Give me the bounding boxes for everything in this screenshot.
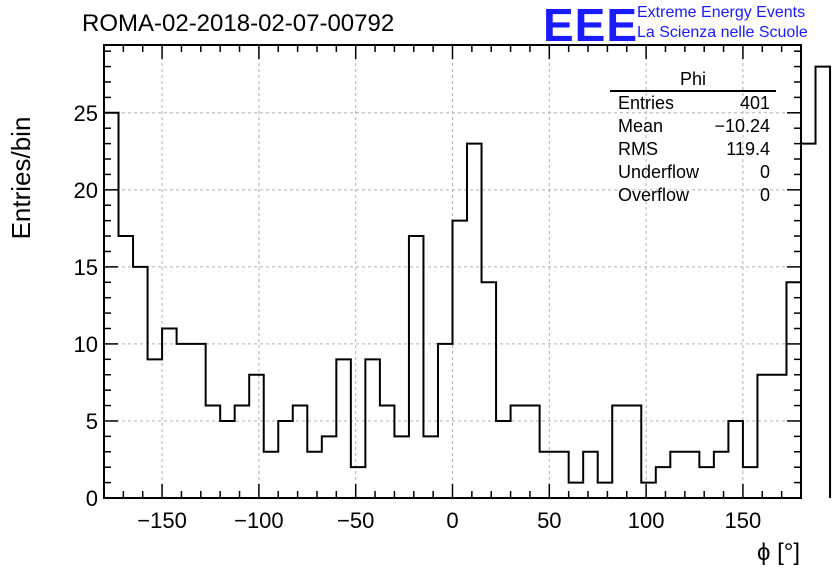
stats-value: 0 [759, 162, 770, 182]
stats-label: Entries [618, 93, 675, 113]
y-tick-label: 15 [74, 255, 98, 280]
chart-title: ROMA-02-2018-02-07-00792 [82, 10, 395, 37]
histogram-bin [351, 467, 366, 498]
y-tick-label: 10 [74, 332, 98, 357]
stats-title: Phi [610, 68, 776, 92]
histogram-bin [482, 282, 497, 498]
histogram-bin [656, 467, 671, 498]
y-axis-label: Entries/bin [6, 117, 36, 240]
histogram-bin [583, 452, 598, 498]
histogram-bin [394, 436, 409, 498]
logo-line-2: La Scienza nelle Scuole [637, 24, 808, 41]
histogram-bin [235, 406, 250, 498]
y-tick-label: 0 [86, 486, 98, 511]
histogram-bin [148, 359, 163, 498]
x-tick-label: 50 [537, 508, 561, 533]
stats-box: Phi Entries 401 Mean −10.24 RMS 119.4 Un… [610, 68, 776, 207]
histogram-bin [728, 421, 743, 498]
histogram-bin [278, 421, 293, 498]
stats-value: 401 [739, 93, 770, 113]
histogram-bin [670, 452, 685, 498]
stats-label: RMS [618, 139, 658, 159]
histogram-bin [554, 452, 569, 498]
x-axis: −150 −100 −50 0 50 100 150 [103, 45, 802, 533]
histogram-bin [612, 406, 627, 498]
histogram-bin [496, 421, 511, 498]
histogram-bin [699, 467, 714, 498]
stats-value: −10.24 [714, 116, 770, 136]
histogram-bin [423, 436, 438, 498]
histogram-bin [104, 113, 119, 498]
histogram-bin [191, 344, 206, 498]
logo-line-1: Extreme Energy Events [637, 4, 806, 21]
histogram-bin [206, 406, 221, 498]
x-tick-label: −50 [337, 508, 374, 533]
histogram-bin [220, 421, 235, 498]
histogram-bin [467, 144, 482, 498]
histogram-bin [627, 406, 642, 498]
stats-row-overflow: Overflow 0 [610, 184, 776, 207]
y-tick-label: 20 [74, 178, 98, 203]
stats-label: Overflow [618, 185, 690, 205]
histogram-series [103, 65, 832, 498]
histogram-bin [714, 452, 729, 498]
histogram-bin [409, 236, 424, 498]
histogram-bin [453, 221, 468, 498]
histogram-bin [801, 144, 816, 498]
histogram-bin [511, 406, 526, 498]
y-axis: 0 5 10 15 20 25 [74, 50, 801, 511]
stats-row-underflow: Underflow 0 [610, 161, 776, 184]
y-tick-label: 25 [74, 101, 98, 126]
x-tick-label: −100 [234, 508, 284, 533]
histogram-outline [103, 65, 832, 498]
histogram-bin [569, 483, 584, 498]
histogram-bin [119, 236, 134, 498]
y-tick-label: 5 [86, 409, 98, 434]
stats-value: 119.4 [726, 139, 770, 159]
stats-row-rms: RMS 119.4 [610, 138, 776, 161]
x-axis-label: ϕ [°] [757, 539, 800, 566]
histogram-bin [816, 67, 831, 498]
x-tick-label: 0 [446, 508, 458, 533]
stats-value: 0 [759, 185, 770, 205]
logo-caption: Extreme Energy Events La Scienza nelle S… [637, 3, 808, 43]
histogram-bin [133, 267, 148, 498]
stats-row-entries: Entries 401 [610, 92, 776, 115]
histogram-bin [641, 483, 656, 498]
histogram-bin [307, 452, 322, 498]
histogram-bin [365, 359, 380, 498]
stats-label: Underflow [618, 162, 700, 182]
histogram-bin [540, 452, 555, 498]
x-tick-label: −150 [137, 508, 187, 533]
histogram-bin [743, 467, 758, 498]
histogram-bin [685, 452, 700, 498]
histogram-bin [380, 406, 395, 498]
histogram-bin [598, 483, 613, 498]
x-tick-label: 150 [725, 508, 762, 533]
eee-logo: EEE [543, 0, 639, 51]
histogram-bin [772, 375, 787, 498]
stats-label: Mean [618, 116, 664, 136]
histogram-bin [525, 406, 540, 498]
histogram-bin [336, 359, 351, 498]
histogram-bin [264, 452, 279, 498]
histogram-bin [757, 375, 772, 498]
histogram-bin [162, 329, 177, 498]
stats-row-mean: Mean −10.24 [610, 115, 776, 138]
histogram-bin [293, 406, 308, 498]
x-tick-label: 100 [628, 508, 665, 533]
histogram-bin [249, 375, 264, 498]
histogram-bin [322, 436, 337, 498]
